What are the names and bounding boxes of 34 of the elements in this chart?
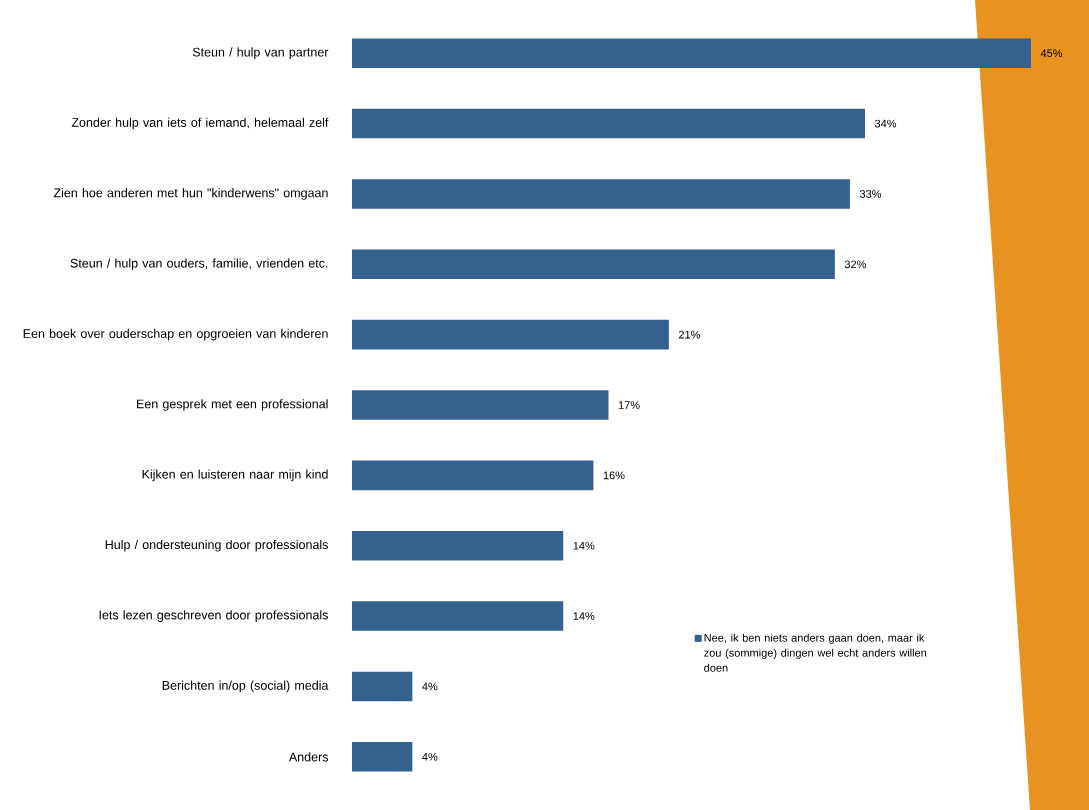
data-label: 4% bbox=[422, 752, 438, 761]
y-tick-label: Berichten in/op (social) media bbox=[162, 680, 329, 693]
data-label: 45% bbox=[1040, 49, 1063, 58]
y-tick-label: Een boek over ouderschap en opgroeien van kinderen bbox=[23, 328, 328, 341]
data-label: 32% bbox=[844, 260, 866, 269]
y-tick-label: Steun / hulp van partner bbox=[192, 47, 329, 59]
y-tick-label: Kijken en luisteren naar mijn kind bbox=[142, 469, 328, 482]
data-label: 14% bbox=[573, 612, 595, 620]
bar bbox=[352, 249, 835, 280]
bar bbox=[352, 671, 413, 702]
bar bbox=[352, 319, 669, 350]
data-label: 17% bbox=[618, 401, 640, 409]
data-label: 16% bbox=[603, 471, 625, 480]
y-tick-label: Anders bbox=[288, 752, 329, 762]
legend-label: Nee, ik ben niets anders gaan doen, maar ik zou (sommige) dingen wel echt anders willen doen bbox=[704, 633, 927, 672]
y-tick-label: Hulp / ondersteuning door professionals bbox=[105, 539, 328, 552]
data-label: 34% bbox=[874, 119, 897, 128]
data-label: 4% bbox=[422, 682, 438, 691]
y-tick-label: Zien hoe anderen met hun "kinderwens" omgaan bbox=[53, 188, 328, 200]
y-tick-label: Steun / hulp van ouders, familie, vrienden etc. bbox=[70, 258, 328, 271]
bar bbox=[352, 38, 1031, 68]
data-label: 21% bbox=[678, 330, 701, 339]
y-tick-label: Een gesprek met een professional bbox=[137, 399, 328, 411]
y-tick-label: Iets lezen geschreven door professionals bbox=[99, 610, 328, 622]
bar bbox=[352, 179, 850, 209]
data-label: 33% bbox=[859, 190, 882, 198]
bar bbox=[352, 108, 866, 139]
bar bbox=[352, 460, 594, 491]
y-tick-label: Zonder hulp van iets of iemand, helemaal zelf bbox=[71, 117, 329, 130]
data-label: 14% bbox=[573, 541, 595, 550]
bar bbox=[352, 742, 413, 772]
bar bbox=[352, 530, 564, 561]
bar bbox=[352, 390, 609, 420]
bar bbox=[352, 601, 564, 631]
